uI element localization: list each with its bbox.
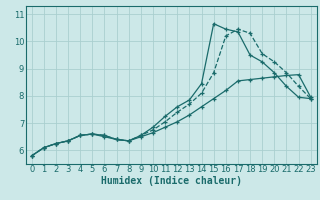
X-axis label: Humidex (Indice chaleur): Humidex (Indice chaleur) <box>101 176 242 186</box>
